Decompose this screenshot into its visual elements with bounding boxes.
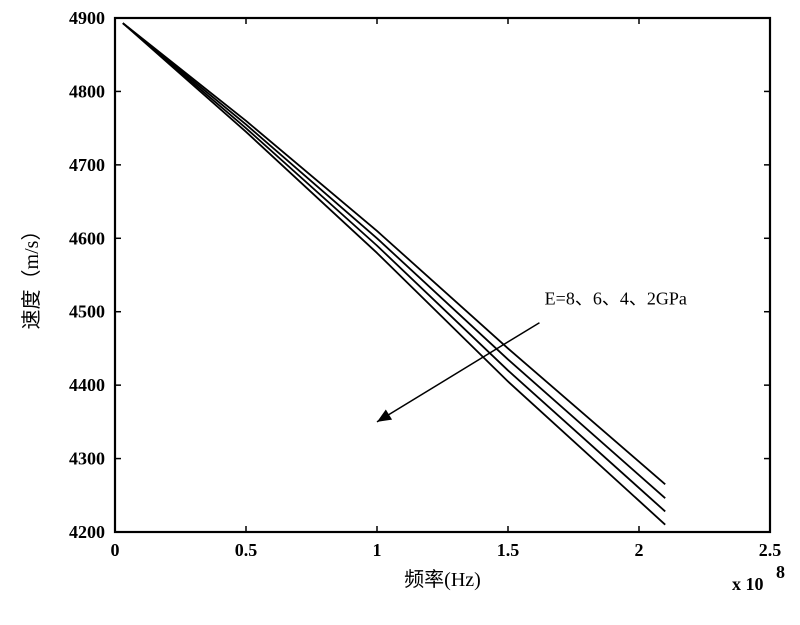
y-axis-label: 速度（m/s） xyxy=(20,221,43,330)
annotation-label: E=8、6、4、2GPa xyxy=(545,288,687,308)
y-tick-label: 4700 xyxy=(69,155,105,175)
x-tick-label: 0 xyxy=(111,540,120,560)
y-tick-label: 4500 xyxy=(69,302,105,322)
dispersion-chart: 0 0.5 1 1.5 2 2.5 4200 4300 4400 4500 4600 4700 4800… xyxy=(0,0,800,625)
y-tick-label: 4800 xyxy=(69,81,105,101)
x-axis-label: 频率(Hz) xyxy=(404,568,481,591)
y-tick-label: 4900 xyxy=(69,8,105,28)
chart-svg: 0 0.5 1 1.5 2 2.5 4200 4300 4400 4500 4600 4700 4800… xyxy=(0,0,800,625)
y-tick-label: 4200 xyxy=(69,522,105,542)
x-tick-label: 0.5 xyxy=(235,540,258,560)
x-tick-label: 2 xyxy=(635,540,644,560)
y-tick-label: 4300 xyxy=(69,449,105,469)
x-tick-label: 1.5 xyxy=(497,540,520,560)
y-tick-label: 4600 xyxy=(69,228,105,248)
x-exponent-sup: 8 xyxy=(776,562,785,582)
y-tick-label: 4400 xyxy=(69,375,105,395)
x-tick-label: 1 xyxy=(373,540,382,560)
x-exponent-label: x 10 xyxy=(732,574,764,594)
x-tick-label: 2.5 xyxy=(759,540,782,560)
